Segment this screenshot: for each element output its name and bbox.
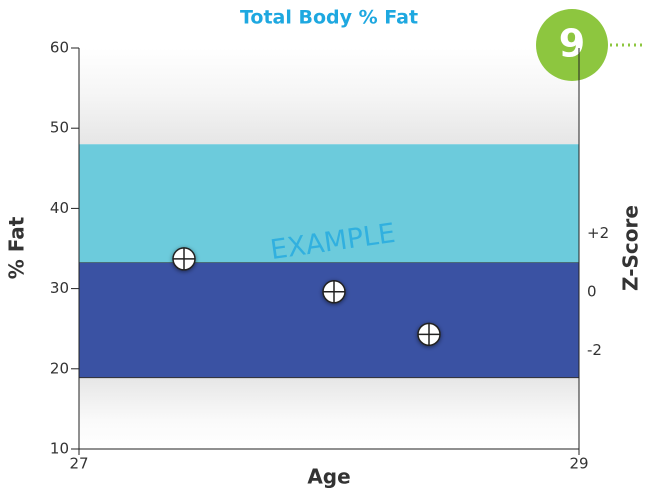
y2-tick-label: +2	[587, 224, 609, 242]
x-tick-label: 29	[569, 455, 588, 473]
badge-circle	[536, 9, 608, 81]
y-tick-label: 50	[50, 119, 69, 137]
data-point	[417, 322, 441, 347]
data-point	[172, 247, 196, 271]
x-axis-label: Age	[307, 465, 350, 489]
y2-axis-label: Z-Score	[619, 205, 643, 291]
y-tick-label: 30	[50, 279, 69, 297]
upper-zone	[79, 48, 579, 145]
badge-number: 9	[559, 22, 585, 66]
y-tick-label: 20	[50, 359, 69, 377]
lower-zone	[79, 377, 579, 449]
y-tick-label: 40	[50, 199, 69, 217]
x-tick-label: 27	[69, 455, 88, 473]
data-point	[322, 280, 346, 304]
y-tick-label: 60	[50, 39, 69, 57]
y-axis-label: % Fat	[5, 216, 29, 279]
band	[79, 262, 579, 378]
y2-tick-label: -2	[587, 341, 602, 359]
chart-title: Total Body % Fat	[240, 7, 418, 29]
y-tick-label: 10	[50, 440, 69, 458]
band	[79, 144, 579, 263]
y2-tick-label: 0	[587, 282, 597, 300]
